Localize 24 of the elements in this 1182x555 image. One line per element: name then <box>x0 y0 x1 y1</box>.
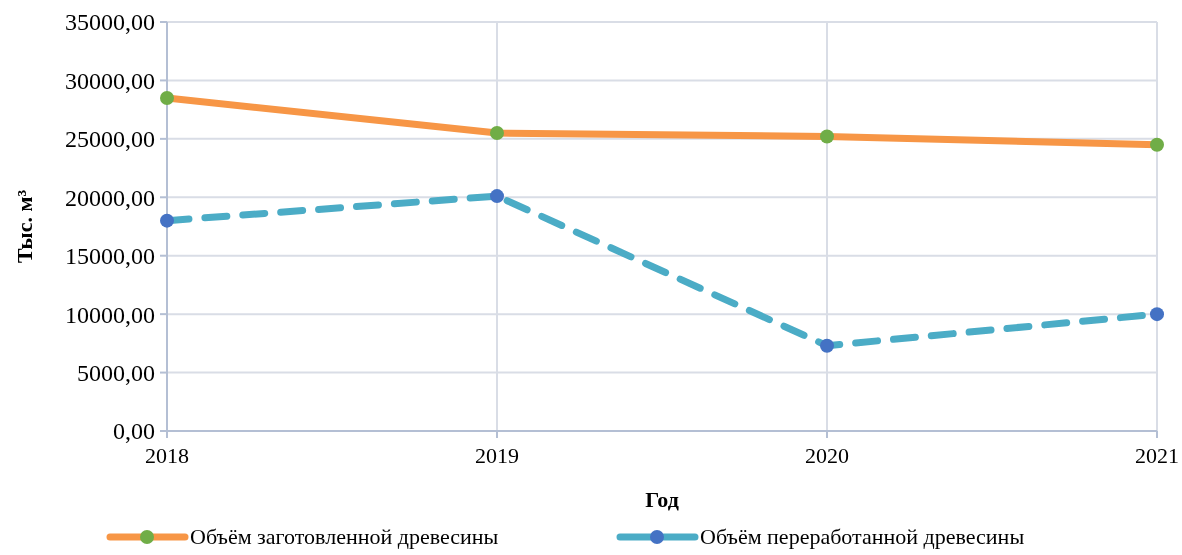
point <box>1150 137 1164 152</box>
y-tick-label: 35000,00 <box>65 9 155 36</box>
y-axis-title: Тыс. м³ <box>12 189 37 264</box>
y-tick-label: 20000,00 <box>65 184 155 211</box>
legend-label: Объём переработанной древесины <box>700 524 1025 549</box>
y-tick-label: 0,00 <box>113 418 155 445</box>
x-tick-label: 2020 <box>805 443 849 468</box>
x-axis-title: Год <box>645 487 679 512</box>
y-tick-label: 30000,00 <box>65 67 155 94</box>
x-tick-label: 2021 <box>1135 443 1179 468</box>
y-tick-label: 15000,00 <box>65 243 155 270</box>
point <box>490 189 504 204</box>
point <box>820 338 834 353</box>
point <box>490 126 504 141</box>
point <box>160 213 174 228</box>
legend-label: Объём заготовленной древесины <box>190 524 499 549</box>
y-tick-label: 5000,00 <box>77 359 155 386</box>
point <box>1150 307 1164 322</box>
point <box>820 129 834 144</box>
x-tick-label: 2019 <box>475 443 519 468</box>
point <box>160 90 174 105</box>
y-tick-label: 10000,00 <box>65 301 155 328</box>
x-tick-label: 2018 <box>145 443 189 468</box>
y-tick-label: 25000,00 <box>65 126 155 153</box>
